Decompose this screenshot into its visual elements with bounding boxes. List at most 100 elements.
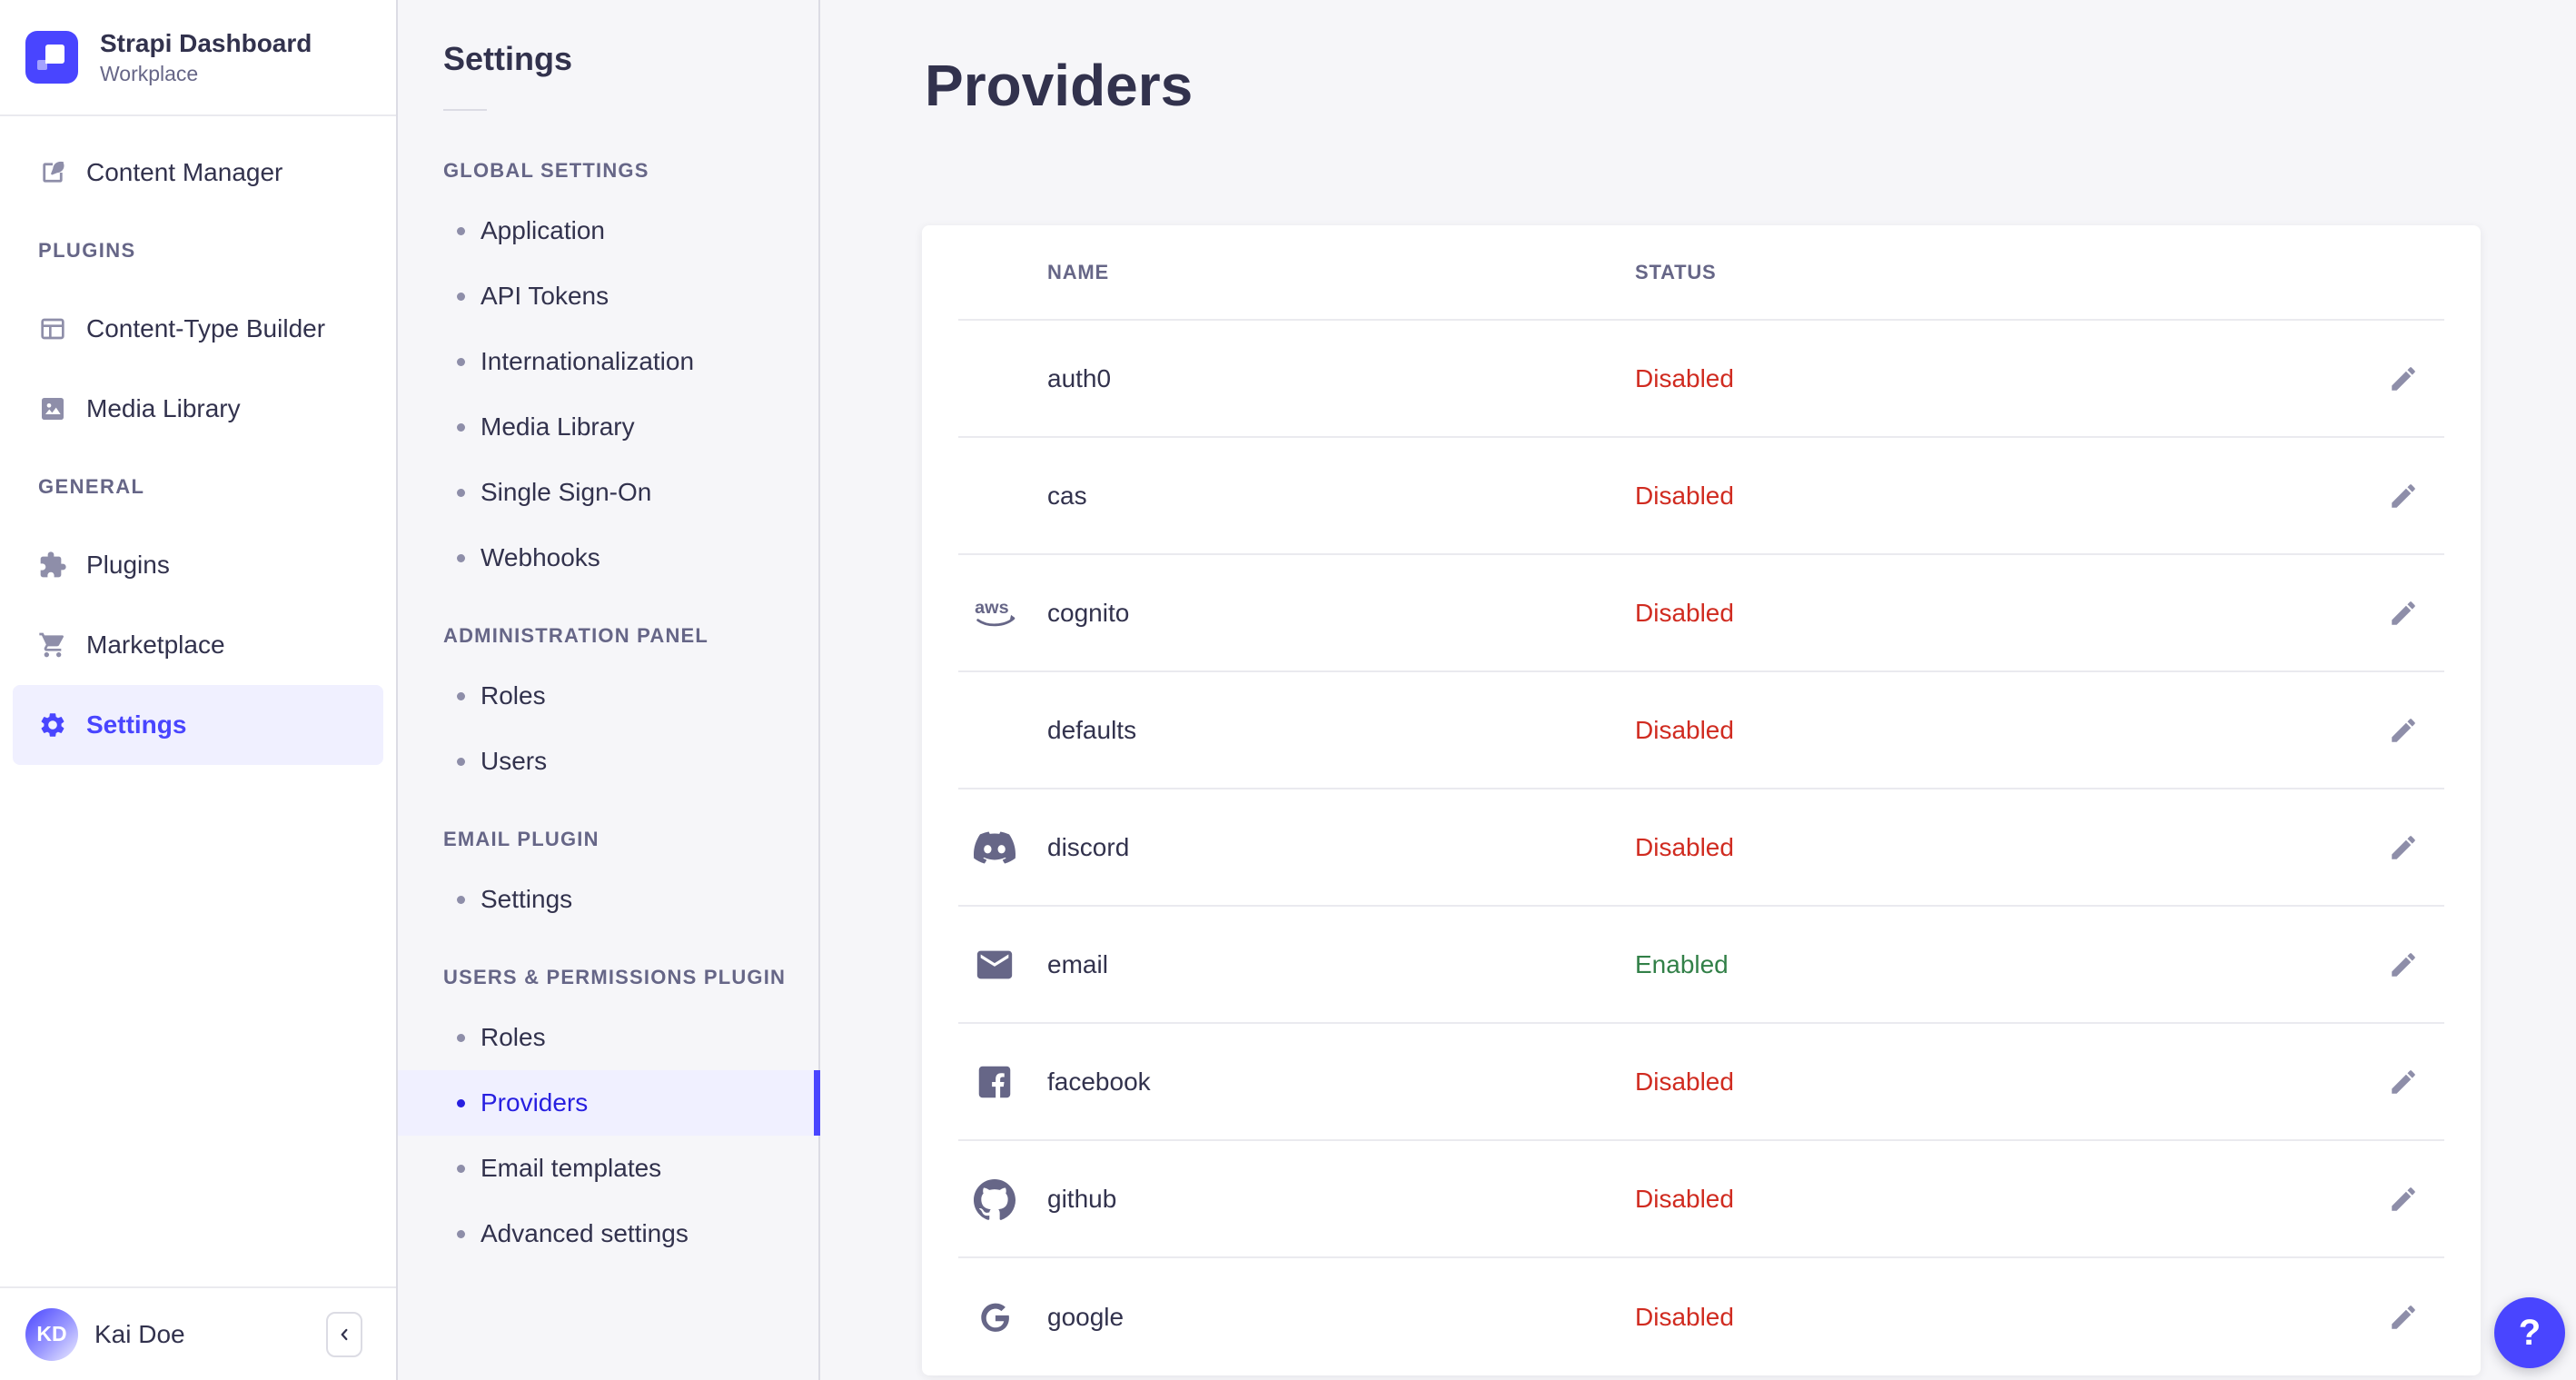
sidebar-section-label-general: GENERAL [38, 475, 145, 498]
edit-icon [2388, 715, 2419, 746]
provider-status: Enabled [1635, 949, 1729, 978]
edit-icon [2388, 949, 2419, 980]
edit-provider-button[interactable] [2381, 942, 2426, 988]
providers-card: NAME STATUS auth0 Disabled cas Disabled aws c… [922, 225, 2481, 1375]
sidebar-item-content-manager[interactable]: Content Manager [13, 133, 383, 213]
aws-icon: aws [958, 596, 1047, 630]
google-icon [958, 1296, 1047, 1338]
provider-actions [2363, 942, 2444, 988]
collapse-sidebar-button[interactable] [326, 1311, 362, 1357]
avatar[interactable]: KD [25, 1307, 78, 1361]
sidebar-item-plugins[interactable]: Plugins [13, 525, 383, 605]
settings-nav-item-media-library[interactable]: Media Library [398, 394, 818, 460]
settings-nav-item-label: Media Library [481, 412, 635, 441]
edit-provider-button[interactable] [2381, 825, 2426, 870]
sidebar-item-marketplace[interactable]: Marketplace [13, 605, 383, 685]
provider-status: Disabled [1635, 715, 1734, 744]
provider-status: Disabled [1635, 1302, 1734, 1331]
table-header-row: NAME STATUS [958, 225, 2444, 321]
settings-nav-item-single-sign-on[interactable]: Single Sign-On [398, 460, 818, 525]
settings-nav-item-roles[interactable]: Roles [398, 663, 818, 729]
settings-nav-item-internationalization[interactable]: Internationalization [398, 329, 818, 394]
column-header-status: STATUS [1635, 260, 1717, 283]
sidebar-item-media-library[interactable]: Media Library [13, 369, 383, 449]
settings-nav-item-label: Settings [481, 885, 573, 913]
settings-nav-item-label: Internationalization [481, 347, 695, 375]
provider-actions [2363, 825, 2444, 870]
settings-nav-item-roles[interactable]: Roles [398, 1005, 818, 1070]
settings-nav-item-label: Advanced settings [481, 1219, 689, 1247]
provider-status: Disabled [1635, 363, 1734, 392]
settings-sections: GLOBAL SETTINGS Application API Tokens Inte… [398, 144, 820, 1266]
provider-row-discord: discord Disabled [958, 789, 2444, 907]
settings-nav-item-label: API Tokens [481, 282, 609, 310]
settings-nav-item-advanced-settings[interactable]: Advanced settings [398, 1201, 818, 1266]
edit-icon [2388, 481, 2419, 511]
bullet-dot [457, 757, 465, 766]
provider-actions [2363, 356, 2444, 402]
edit-provider-button[interactable] [2381, 356, 2426, 402]
bullet-dot [457, 1164, 465, 1173]
edit-provider-button[interactable] [2381, 473, 2426, 519]
provider-actions [2363, 1059, 2444, 1105]
sidebar-item-label: Settings [86, 710, 187, 739]
edit-provider-button[interactable] [2381, 1295, 2426, 1340]
main-sidebar: Strapi Dashboard Workplace Content Manag… [0, 0, 398, 1380]
bullet-dot [457, 1098, 465, 1107]
bullet-dot [457, 1229, 465, 1238]
provider-name: facebook [1047, 1067, 1151, 1096]
settings-section-label-email-plugin: EMAIL PLUGIN [443, 828, 599, 850]
settings-nav-item-label: Application [481, 216, 605, 244]
provider-name: cas [1047, 481, 1087, 510]
settings-nav-item-api-tokens[interactable]: API Tokens [398, 263, 818, 329]
strapi-logo-icon [25, 31, 78, 84]
help-button[interactable]: ? [2494, 1297, 2565, 1368]
sidebar-item-content-type-builder[interactable]: Content-Type Builder [13, 289, 383, 369]
page-title: Providers [925, 53, 1194, 118]
provider-row-google: google Disabled [958, 1258, 2444, 1375]
edit-provider-button[interactable] [2381, 708, 2426, 753]
provider-name: cognito [1047, 598, 1130, 627]
plugins-icon [38, 551, 67, 580]
provider-status: Disabled [1635, 1067, 1734, 1096]
provider-name: auth0 [1047, 363, 1112, 392]
provider-status: Disabled [1635, 1184, 1734, 1213]
settings-nav-item-label: Providers [481, 1088, 589, 1117]
settings-nav-item-label: Webhooks [481, 543, 600, 571]
bullet-dot [457, 488, 465, 497]
provider-name: email [1047, 949, 1108, 978]
provider-row-defaults: defaults Disabled [958, 672, 2444, 789]
github-icon [958, 1178, 1047, 1220]
provider-name: google [1047, 1302, 1125, 1331]
provider-status: Disabled [1635, 832, 1734, 861]
settings-nav-item-application[interactable]: Application [398, 198, 818, 263]
bullet-dot [457, 357, 465, 366]
provider-row-auth0: auth0 Disabled [958, 321, 2444, 438]
sidebar-item-settings[interactable]: Settings [13, 685, 383, 765]
settings-nav-item-providers[interactable]: Providers [398, 1070, 820, 1136]
sidebar-section-label-plugins: PLUGINS [38, 239, 136, 262]
bullet-dot [457, 226, 465, 235]
edit-icon [2388, 1184, 2419, 1215]
settings-nav-item-webhooks[interactable]: Webhooks [398, 525, 818, 591]
settings-section-label-users-permissions-plugin: USERS & PERMISSIONS PLUGIN [443, 966, 787, 988]
provider-actions [2363, 1295, 2444, 1340]
settings-section-label-administration-panel: ADMINISTRATION PANEL [443, 624, 709, 647]
provider-row-github: github Disabled [958, 1141, 2444, 1258]
main-navigation: Content Manager PLUGINS Content-Type Build… [0, 116, 396, 1286]
settings-nav-item-users[interactable]: Users [398, 729, 818, 794]
app-title: Strapi Dashboard [100, 29, 312, 57]
settings-nav-item-email-templates[interactable]: Email templates [398, 1136, 818, 1201]
provider-actions [2363, 708, 2444, 753]
settings-nav-item-label: Users [481, 747, 548, 775]
edit-icon [2388, 1302, 2419, 1333]
sidebar-item-label: Plugins [86, 551, 170, 579]
edit-provider-button[interactable] [2381, 591, 2426, 636]
settings-nav-item-settings[interactable]: Settings [398, 867, 818, 932]
edit-icon [2388, 598, 2419, 629]
settings-nav-item-label: Single Sign-On [481, 478, 652, 506]
edit-provider-button[interactable] [2381, 1059, 2426, 1105]
edit-provider-button[interactable] [2381, 1176, 2426, 1222]
column-header-name: NAME [1047, 260, 1109, 283]
bullet-dot [457, 895, 465, 904]
